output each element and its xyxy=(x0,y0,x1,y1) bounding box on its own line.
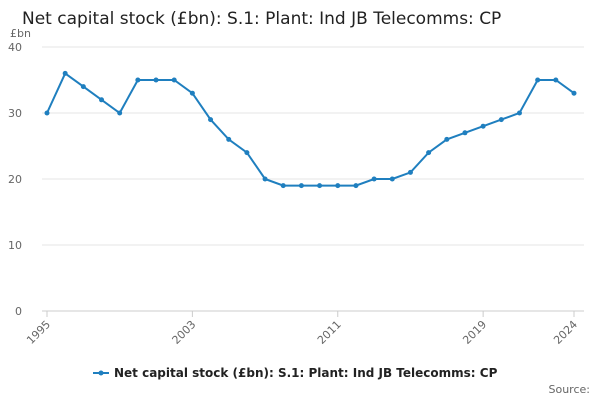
point xyxy=(244,150,250,156)
point xyxy=(498,117,504,123)
chart-title: Net capital stock (£bn): S.1: Plant: Ind… xyxy=(22,9,501,29)
point xyxy=(117,110,123,116)
y-tick-label: 20 xyxy=(8,173,22,186)
point xyxy=(480,123,486,129)
point xyxy=(135,77,141,83)
point xyxy=(516,110,522,116)
point xyxy=(99,97,105,103)
point xyxy=(262,176,268,182)
point xyxy=(80,84,86,90)
point xyxy=(407,169,413,175)
y-tick-label: 30 xyxy=(8,107,22,120)
point xyxy=(553,77,559,83)
point xyxy=(153,77,159,83)
point xyxy=(298,183,304,189)
point xyxy=(208,117,214,123)
series-line xyxy=(46,71,575,187)
y-tick-label: 40 xyxy=(8,41,22,54)
point xyxy=(371,176,377,182)
point xyxy=(389,176,395,182)
point xyxy=(226,136,232,142)
source: Source: xyxy=(549,383,591,396)
point xyxy=(62,70,68,76)
point xyxy=(535,77,541,83)
point xyxy=(317,183,323,189)
x-tick-label: 2011 xyxy=(315,318,344,347)
point xyxy=(571,90,577,96)
y-tick-label: 10 xyxy=(8,239,22,252)
point xyxy=(44,110,50,116)
legend-label: Net capital stock (£bn): S.1: Plant: Ind… xyxy=(114,366,498,380)
point xyxy=(189,90,195,96)
legend-point xyxy=(98,370,104,376)
point xyxy=(462,130,468,136)
point xyxy=(335,183,341,189)
x-tick-label: 1995 xyxy=(24,318,53,347)
point xyxy=(353,183,359,189)
x-tick-label: 2003 xyxy=(170,318,199,347)
point xyxy=(171,77,177,83)
point xyxy=(426,150,432,156)
point xyxy=(444,136,450,142)
x-tick-label: 2024 xyxy=(551,318,580,347)
y-unit: £bn xyxy=(10,27,31,40)
y-tick-label: 0 xyxy=(15,305,22,318)
x-tick-label: 2019 xyxy=(460,318,489,347)
point xyxy=(280,183,286,189)
